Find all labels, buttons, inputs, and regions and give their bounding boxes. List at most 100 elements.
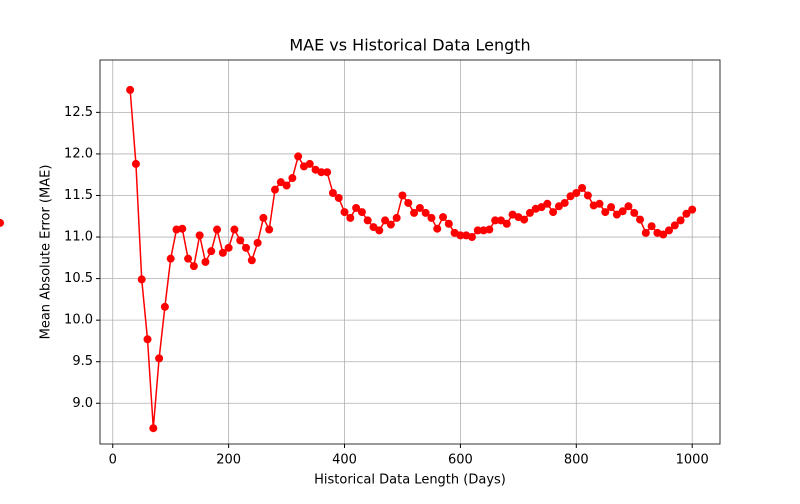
point: [131, 159, 140, 168]
y-axis-label: Mean Absolute Error (MAE): [39, 165, 54, 340]
point: [566, 192, 575, 201]
point: [126, 85, 135, 94]
point: [670, 221, 679, 230]
x-axis-label: Historical Data Length (Days): [314, 473, 506, 488]
point: [323, 168, 332, 177]
point: [247, 256, 256, 265]
point: [317, 168, 326, 177]
point: [485, 225, 494, 234]
point: [641, 228, 650, 237]
point: [352, 203, 361, 212]
point: [265, 225, 274, 234]
point: [328, 188, 337, 197]
point: [468, 233, 476, 242]
point: [537, 203, 546, 212]
point: [0, 218, 4, 227]
point: [549, 208, 558, 217]
point: [421, 208, 430, 217]
point: [398, 191, 407, 200]
point: [369, 223, 378, 232]
line: [129, 89, 693, 429]
point: [236, 236, 245, 245]
point: [612, 210, 621, 219]
point: [554, 202, 563, 211]
point: [270, 185, 279, 194]
point: [473, 226, 482, 235]
point: [392, 213, 401, 222]
point: [381, 216, 390, 225]
point: [259, 213, 268, 222]
point: [207, 247, 216, 256]
point: [595, 199, 604, 208]
y-tick-label: 12.0: [64, 146, 93, 161]
point: [253, 238, 262, 247]
point: [607, 203, 616, 212]
point: [218, 248, 227, 257]
x-tick-label: 600: [448, 453, 473, 468]
x-tick-label: 800: [564, 453, 589, 468]
point: [624, 202, 633, 211]
point: [572, 188, 581, 197]
point: [224, 243, 233, 252]
point: [502, 219, 511, 228]
point: [189, 262, 198, 271]
point: [560, 198, 569, 207]
point: [375, 226, 384, 235]
point: [346, 213, 355, 222]
point: [659, 230, 668, 239]
point: [242, 243, 251, 252]
y-tick-label: 12.5: [64, 105, 93, 120]
y-tick-label: 11.0: [64, 230, 93, 245]
y-tick-label: 10.5: [64, 271, 93, 286]
point: [334, 193, 343, 202]
point: [184, 254, 193, 263]
point: [357, 208, 366, 217]
point: [688, 205, 697, 214]
point: [520, 215, 529, 224]
point: [294, 152, 303, 161]
point: [456, 231, 465, 240]
x-tick-label: 1000: [676, 453, 709, 468]
point: [282, 181, 291, 190]
point: [363, 216, 372, 225]
y-tick-label: 9.5: [72, 354, 93, 369]
point: [636, 215, 645, 224]
y-tick-label: 9.0: [72, 396, 93, 411]
point: [201, 257, 210, 266]
point: [178, 224, 187, 233]
point: [439, 213, 448, 222]
chart-title: MAE vs Historical Data Length: [289, 36, 530, 55]
point: [340, 208, 349, 217]
point: [630, 208, 639, 217]
point: [491, 216, 500, 225]
point: [404, 198, 413, 207]
point: [444, 219, 453, 228]
point: [213, 225, 222, 234]
point: [578, 184, 587, 192]
plot-frame: [99, 59, 721, 445]
point: [410, 208, 419, 217]
point: [525, 208, 534, 217]
point: [496, 216, 505, 225]
point: [415, 203, 424, 212]
x-tick-label: 400: [332, 453, 357, 468]
point: [601, 208, 610, 217]
point: [665, 226, 674, 235]
point: [618, 207, 627, 216]
x-tick-label: 200: [216, 453, 241, 468]
point: [647, 222, 656, 231]
point: [143, 335, 152, 344]
point: [160, 302, 169, 311]
point: [155, 354, 164, 363]
point: [305, 159, 314, 168]
point: [682, 209, 691, 218]
point: [276, 178, 285, 187]
point: [288, 174, 297, 183]
y-tick-label: 11.5: [64, 188, 93, 203]
point: [195, 231, 204, 240]
point: [433, 224, 442, 233]
point: [427, 213, 436, 222]
point: [230, 225, 239, 234]
y-tick-label: 10.0: [64, 313, 93, 328]
